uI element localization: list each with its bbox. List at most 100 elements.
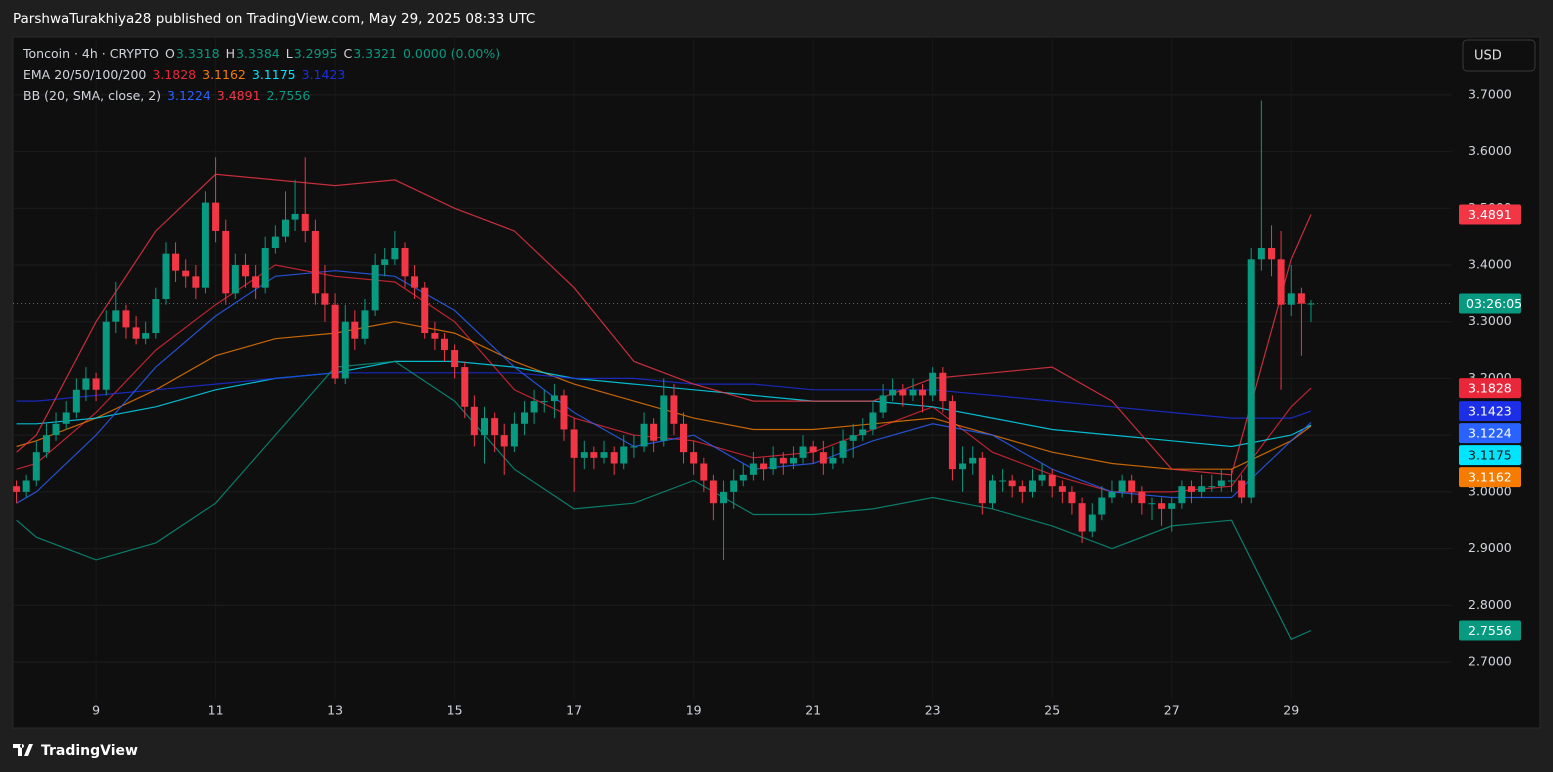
x-tick-label: 15	[447, 703, 463, 718]
candle-body	[381, 259, 389, 265]
candle-body	[401, 247, 409, 277]
candle-body	[13, 486, 21, 492]
candle-body	[32, 452, 40, 481]
candle-body	[112, 310, 120, 322]
candle-body	[1257, 247, 1265, 260]
price-label: 3.1175	[1468, 448, 1512, 463]
x-tick-label: 17	[566, 703, 582, 718]
indicator-line	[16, 173, 1312, 476]
candle-body	[829, 457, 837, 464]
candle-body	[521, 412, 529, 424]
candle-body	[1088, 514, 1096, 532]
candle-body	[1128, 480, 1136, 492]
candle-body	[42, 435, 50, 453]
x-tick-label: 13	[327, 703, 343, 718]
candle-body	[201, 202, 209, 288]
candle-body	[1238, 480, 1246, 498]
candle-body	[939, 372, 947, 402]
candle-body	[311, 230, 319, 294]
candle-body	[929, 372, 937, 396]
candle-body	[301, 213, 309, 231]
candle-body	[679, 423, 687, 453]
currency-button[interactable]	[1462, 39, 1536, 72]
candle-body	[1287, 293, 1295, 305]
legend-row: EMA 20/50/100/200 3.1828 3.1162 3.1175 3.142…	[23, 64, 506, 85]
x-tick-label: 23	[925, 703, 941, 718]
ohlc-value: 3.3321	[353, 46, 397, 61]
candle-body	[22, 480, 30, 492]
candle-body	[321, 293, 329, 305]
candle-body	[540, 401, 548, 403]
candle-body	[62, 412, 70, 424]
candle-body	[1198, 486, 1206, 492]
indicator-value: 3.1423	[301, 67, 346, 82]
ohlc-key: C	[343, 46, 353, 61]
price-label-box	[1459, 445, 1521, 466]
candle-body	[640, 423, 648, 447]
indicator-value: 3.4891	[216, 88, 261, 103]
y-tick-label: 3.4000	[1468, 256, 1512, 271]
candle-body	[142, 333, 150, 339]
candle-body	[959, 463, 967, 470]
legend-row: Toncoin · 4h · CRYPTO O3.3318 H3.3384 L3.29…	[23, 43, 506, 64]
candle-body	[1108, 491, 1116, 498]
candle-body	[1227, 480, 1235, 482]
y-tick-label: 3.3000	[1468, 313, 1512, 328]
y-tick-label: 2.7000	[1468, 654, 1512, 669]
x-tick-label: 21	[805, 703, 821, 718]
candle-body	[610, 452, 618, 464]
y-tick-label: 2.8000	[1468, 597, 1512, 612]
legend-row: BB (20, SMA, close, 2) 3.1224 3.4891 2.7556	[23, 85, 506, 106]
countdown-label: 03:26:05	[1466, 296, 1522, 311]
candle-body	[341, 321, 349, 379]
candle-body	[799, 446, 807, 458]
candle-body	[461, 367, 469, 407]
candle-body	[411, 276, 419, 288]
candle-body	[919, 389, 927, 396]
candle-body	[580, 452, 588, 458]
candle-body	[222, 230, 230, 294]
candle-body	[660, 395, 668, 441]
candle-body	[700, 463, 708, 481]
candle-body	[1068, 491, 1076, 504]
currency-label[interactable]: USD	[1474, 49, 1502, 64]
candle-body	[391, 247, 399, 260]
candle-body	[779, 457, 787, 464]
candle-body	[1008, 480, 1016, 487]
ohlc-value: 3.3318	[175, 46, 220, 61]
candle-body	[470, 406, 478, 436]
x-tick-label: 19	[686, 703, 702, 718]
price-label: 3.1162	[1468, 470, 1512, 485]
indicator-value: 3.1224	[167, 88, 211, 103]
candle-body	[182, 270, 190, 277]
candle-body	[650, 423, 658, 441]
candle-body	[550, 395, 558, 402]
candle-body	[909, 389, 917, 396]
candle-body	[749, 463, 757, 475]
price-label-box	[1459, 401, 1521, 422]
ohlc-key: L	[285, 46, 293, 61]
candle-body	[1217, 480, 1225, 487]
price-label-box	[1459, 423, 1521, 444]
candle-body	[630, 446, 638, 448]
candle-body	[351, 321, 359, 339]
candle-body	[1247, 259, 1255, 498]
candle-body	[440, 338, 448, 351]
candle-body	[172, 253, 180, 271]
candle-body	[510, 423, 518, 447]
candle-body	[999, 480, 1007, 482]
ohlc-key: H	[225, 46, 235, 61]
price-label: 3.1423	[1468, 404, 1512, 419]
candle-body	[869, 412, 877, 430]
candle-body	[859, 429, 867, 436]
candle-body	[988, 480, 996, 504]
candle-body	[899, 389, 907, 396]
candle-body	[730, 480, 738, 492]
candle-body	[152, 299, 160, 334]
x-tick-label: 11	[208, 703, 224, 718]
candle-body	[252, 276, 260, 288]
symbol-title: Toncoin · 4h · CRYPTO	[23, 46, 159, 61]
change: 0.0000 (0.00%)	[402, 46, 501, 61]
candle-body	[331, 304, 339, 379]
